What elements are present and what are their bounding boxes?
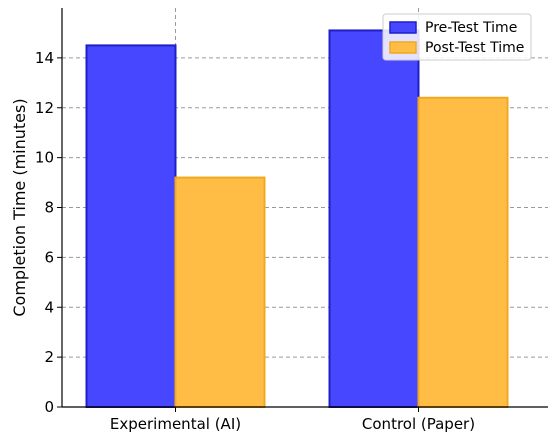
x-tick-label: Experimental (AI) [110,415,241,433]
legend-swatch [389,21,417,34]
y-tick-label: 10 [35,149,54,167]
bar-post-test-0 [174,176,266,408]
legend: Pre-Test Time Post-Test Time [382,13,532,61]
axes: 0 2 4 6 8 10 12 14 Experimental (AI) Control (Pap… [10,8,548,433]
y-tick-label: 4 [44,298,54,316]
y-tick-label: 12 [35,99,54,117]
legend-swatch [389,41,417,54]
bars [85,29,509,409]
y-tick-label: 2 [44,348,54,366]
y-tick-label: 0 [44,398,54,416]
legend-label: Post-Test Time [425,40,524,56]
y-tick-label: 14 [35,49,54,67]
bar-pre-test-1 [328,29,420,408]
bar-post-test-1 [417,96,509,409]
legend-box [382,13,532,61]
y-axis-title: Completion Time (minutes) [10,98,29,316]
legend-label: Pre-Test Time [425,20,517,36]
y-tick-label: 6 [44,248,54,266]
y-tick-label: 8 [44,199,54,217]
x-tick-label: Control (Paper) [362,415,475,433]
bar-pre-test-0 [85,44,177,408]
